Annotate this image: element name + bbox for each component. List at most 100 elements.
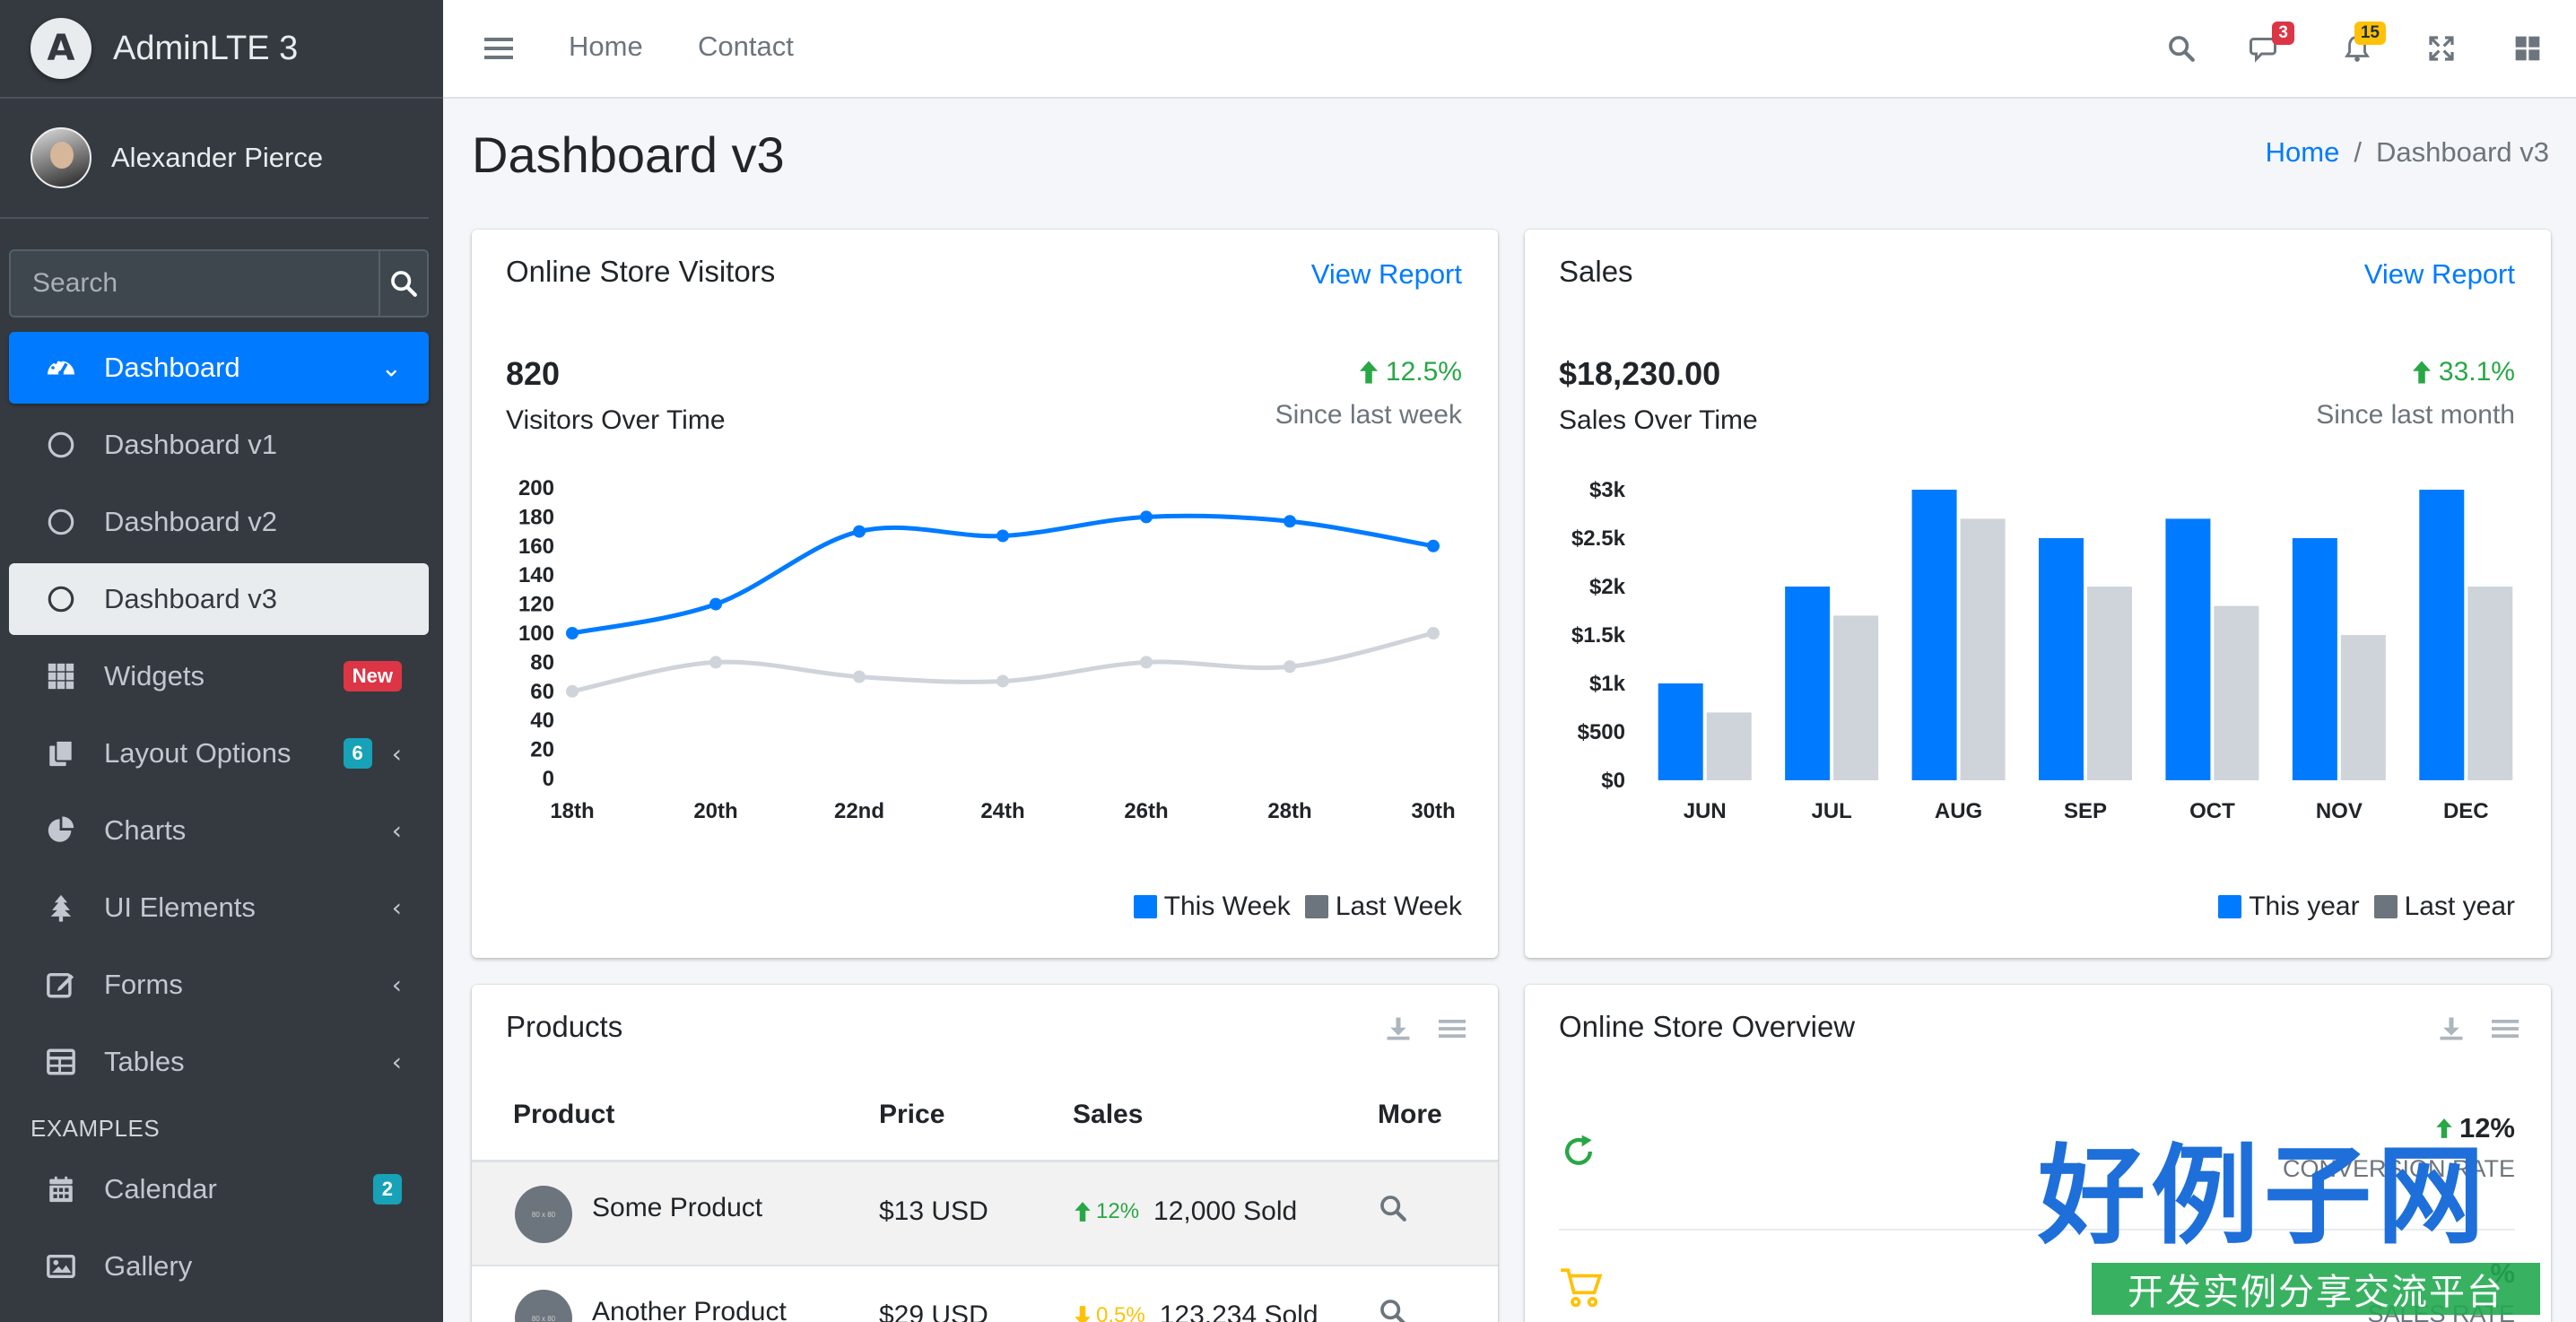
sidebar-search [9, 249, 429, 317]
bars-icon [1439, 1020, 1466, 1038]
visitors-count: 820 [506, 355, 561, 392]
overview-row: 12% CONVERSION RATE [1559, 1087, 2515, 1231]
search-icon [1380, 1196, 1406, 1222]
nav-link-home[interactable]: Home [569, 30, 643, 62]
download-icon [1387, 1017, 1410, 1040]
expand-arrows-icon [2429, 36, 2454, 61]
arrow-up-icon [2436, 1118, 2452, 1138]
data-point [1140, 510, 1153, 524]
visitors-legend: This Week Last Week [1119, 891, 1462, 922]
bar [2292, 538, 2337, 780]
arrow-down-icon [1075, 1306, 1091, 1322]
product-sales: 12% 12,000 Sold [1073, 1196, 1297, 1227]
control-sidebar-button[interactable] [2508, 29, 2547, 68]
product-more-button[interactable] [1378, 1297, 1408, 1322]
product-image-placeholder: 80 x 80 [531, 1314, 556, 1322]
brand-link[interactable]: A AdminLTE 3 [0, 0, 443, 99]
sidebar-search-button[interactable] [379, 251, 427, 316]
x-tick-label: NOV [2316, 799, 2363, 823]
sales-pct: 33.1% [2438, 357, 2515, 387]
download-button[interactable] [1385, 1015, 1412, 1047]
menu-button[interactable] [1439, 1015, 1466, 1047]
fullscreen-button[interactable] [2422, 29, 2461, 68]
navbar-search-button[interactable] [2162, 29, 2201, 68]
x-tick-label: 20th [693, 799, 737, 823]
visitors-pct: 12.5% [1385, 357, 1462, 387]
legend-item: Last year [2373, 891, 2515, 922]
x-tick-label: AUG [1935, 799, 1982, 823]
data-point [566, 627, 579, 639]
sidebar-item-label: Gallery [104, 1250, 193, 1282]
sidebar-item-label: Calendar [104, 1173, 217, 1205]
sidebar-item-label: Dashboard v2 [104, 506, 278, 537]
data-point [1140, 656, 1153, 669]
legend-item: This year [2218, 891, 2360, 922]
menu-button[interactable] [2492, 1015, 2519, 1047]
bar [1785, 587, 1831, 780]
sidebar-item-label: Widgets [104, 660, 205, 691]
product-more-button[interactable] [1378, 1193, 1408, 1231]
sidebar-item-tables[interactable]: Tables ‹ [9, 1026, 429, 1098]
bar [1658, 683, 1703, 780]
x-tick-label: 30th [1411, 799, 1455, 823]
sales-total: $18,230.00 [1559, 355, 1721, 392]
sidebar-item-ui-elements[interactable]: UI Elements ‹ [9, 872, 429, 944]
data-point [1284, 660, 1296, 674]
y-tick-label: 120 [518, 593, 554, 617]
x-tick-label: DEC [2443, 799, 2489, 823]
sidebar-search-input[interactable] [11, 251, 379, 316]
data-point [1427, 539, 1440, 552]
card-tools [2438, 1015, 2519, 1047]
notifications-dropdown[interactable]: 15 [2337, 22, 2386, 68]
sidebar-item-dashboard-v2[interactable]: Dashboard v2 [9, 486, 429, 558]
search-icon [2169, 36, 2195, 62]
view-report-link[interactable]: View Report [1310, 258, 1462, 290]
menu-toggle[interactable] [479, 29, 518, 68]
messages-dropdown[interactable]: 3 [2246, 22, 2294, 68]
messages-count-badge: 3 [2272, 22, 2294, 45]
sidebar-item-label: Layout Options [104, 737, 292, 769]
watermark-title: 好例子网 [2038, 1135, 2490, 1259]
sidebar-item-layout-options[interactable]: Layout Options 6 ‹ [9, 718, 429, 789]
sidebar-item-calendar[interactable]: Calendar 2 [9, 1153, 429, 1225]
circle-icon [43, 504, 79, 540]
y-tick-label: 200 [518, 476, 554, 500]
sidebar-item-widgets[interactable]: Widgets New [9, 640, 429, 712]
sidebar-item-label: Dashboard [104, 352, 240, 383]
data-point [996, 674, 1009, 688]
y-tick-label: 0 [543, 767, 554, 791]
bars-icon [484, 38, 513, 59]
download-button[interactable] [2438, 1015, 2465, 1047]
view-report-link[interactable]: View Report [2363, 258, 2515, 290]
product-price: $13 USD [879, 1196, 988, 1226]
count-badge: 6 [343, 738, 372, 769]
user-name[interactable]: Alexander Pierce [111, 142, 324, 173]
sidebar-item-dashboard-v1[interactable]: Dashboard v1 [9, 409, 429, 481]
card-title: Online Store Visitors [506, 255, 776, 288]
user-panel[interactable]: Alexander Pierce [0, 99, 429, 219]
sidebar-item-charts[interactable]: Charts ‹ [9, 795, 429, 866]
x-tick-label: 22nd [834, 799, 884, 823]
nav-link-contact[interactable]: Contact [698, 30, 794, 62]
x-tick-label: JUL [1811, 799, 1851, 823]
breadcrumb-home[interactable]: Home [2265, 136, 2340, 168]
overview-label: CONVERSION RATE [2282, 1155, 2515, 1182]
sidebar-item-forms[interactable]: Forms ‹ [9, 949, 429, 1021]
x-tick-label: 28th [1267, 799, 1311, 823]
sidebar-item-dashboard[interactable]: Dashboard ⌄ [9, 332, 429, 404]
nav-header-examples: EXAMPLES [30, 1114, 161, 1142]
sidebar-item-gallery[interactable]: Gallery [9, 1231, 429, 1302]
y-tick-label: 160 [518, 535, 554, 559]
bar [2039, 538, 2084, 780]
y-tick-label: 180 [518, 505, 554, 529]
card-title: Sales [1559, 255, 1633, 288]
y-tick-label: $1k [1589, 672, 1626, 696]
cart-icon [1559, 1265, 1604, 1314]
y-tick-label: $3k [1589, 478, 1626, 502]
sidebar-item-dashboard-v3[interactable]: Dashboard v3 [9, 563, 429, 635]
breadcrumb-separator: / [2354, 136, 2362, 168]
logo-letter: A [47, 28, 75, 69]
top-navbar: Home Contact 3 15 [443, 0, 2576, 99]
data-point [996, 529, 1009, 543]
legend-label: Last year [2404, 891, 2515, 921]
